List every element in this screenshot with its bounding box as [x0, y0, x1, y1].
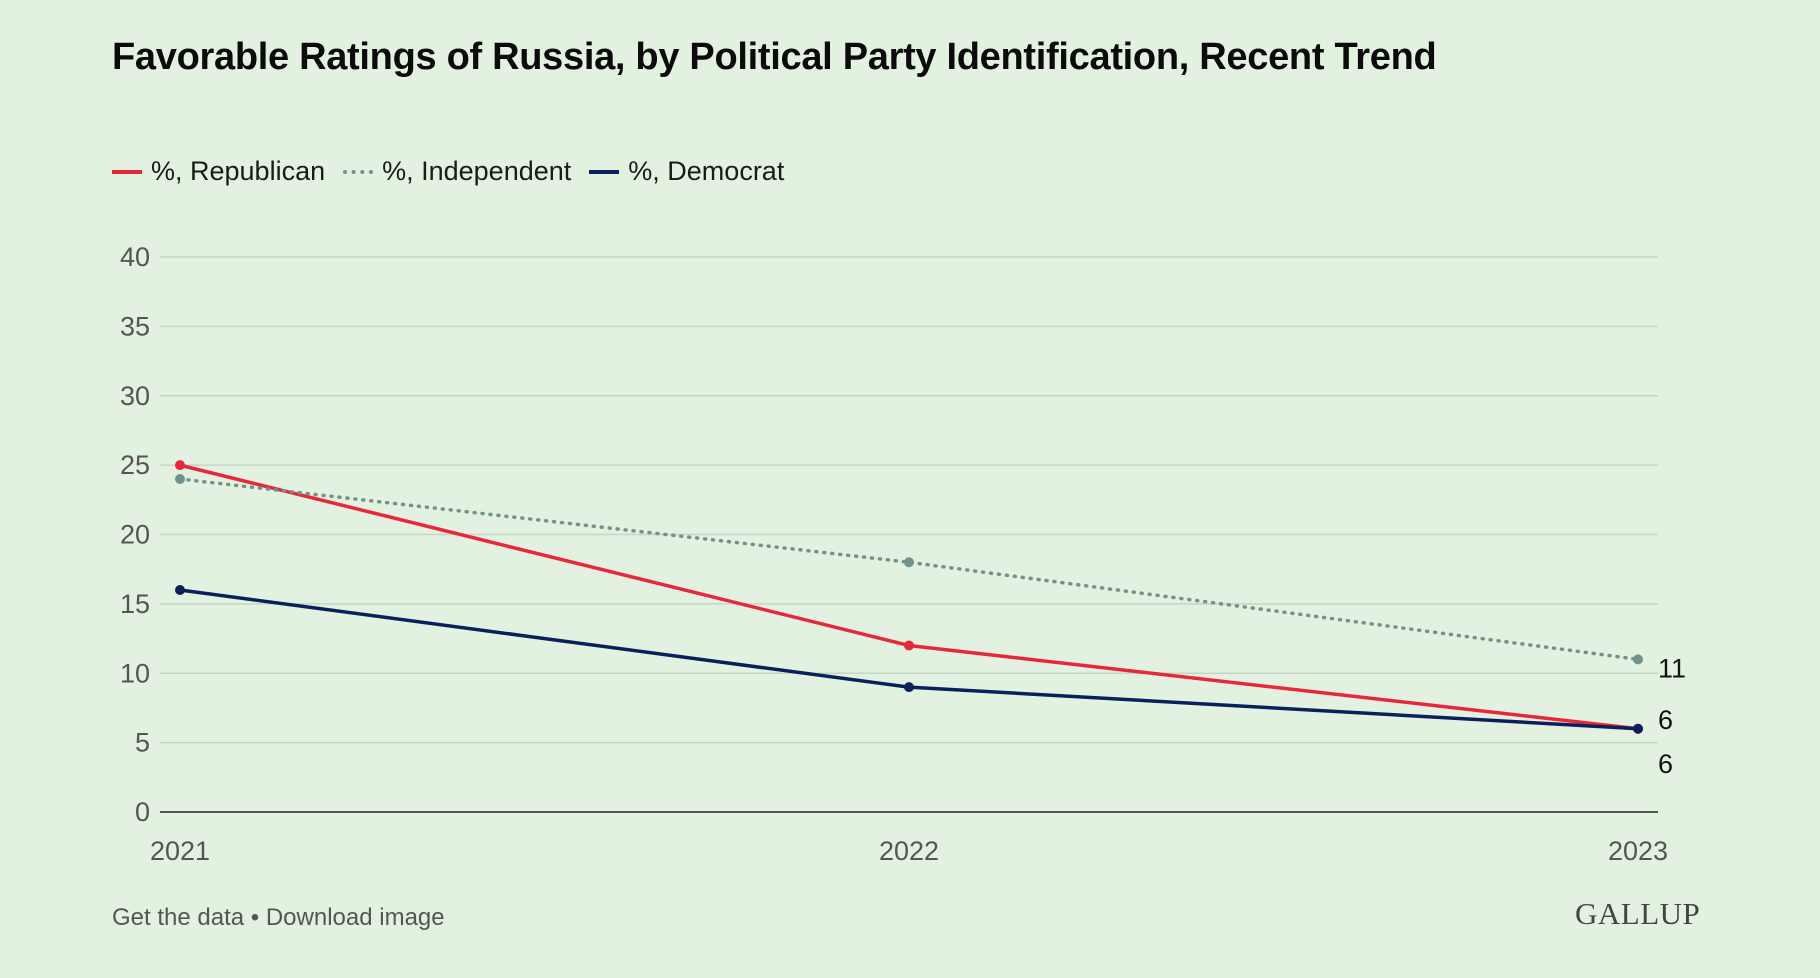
y-tick-label-10: 10: [120, 658, 150, 688]
chart-title: Favorable Ratings of Russia, by Politica…: [112, 36, 1437, 78]
series-line-independent: [178, 477, 1640, 662]
chart-legend: %, Republican %, Independent %, Democrat: [112, 156, 784, 187]
end-label-democrat: 6: [1658, 749, 1673, 779]
data-point-republican-2022: [904, 640, 914, 651]
y-tick-label-30: 30: [120, 381, 150, 411]
data-point-independent-2021: [175, 474, 185, 484]
footer-links: Get the data • Download image: [112, 904, 445, 932]
data-point-republican-2021: [175, 460, 185, 471]
legend-label-democrat: %, Democrat: [628, 156, 785, 186]
x-tick-label-2023: 2023: [1608, 836, 1668, 866]
download-image-link[interactable]: Download image: [265, 904, 445, 931]
x-tick-label-2022: 2022: [879, 836, 939, 866]
end-label-independent: 11: [1658, 653, 1686, 683]
legend-item-republican[interactable]: %, Republican: [112, 156, 325, 187]
legend-swatch-republican: [112, 169, 142, 174]
footer-separator: •: [250, 904, 260, 931]
legend-swatch-democrat: [589, 169, 620, 174]
x-tick-label-2021: 2021: [150, 836, 210, 866]
gallup-logo: GALLUP: [1575, 896, 1701, 931]
y-tick-label-5: 5: [135, 728, 150, 758]
legend-label-republican: %, Republican: [151, 156, 326, 186]
y-tick-label-40: 40: [120, 242, 150, 272]
legend-swatch-independent: [343, 169, 374, 174]
y-tick-label-0: 0: [135, 797, 150, 827]
get-data-link[interactable]: Get the data: [112, 904, 245, 931]
data-point-democrat-2023: [1633, 723, 1643, 734]
y-tick-label-35: 35: [120, 311, 150, 341]
series-line-democrat: [178, 588, 1640, 731]
end-label-republican: 6: [1658, 705, 1673, 735]
data-point-democrat-2021: [175, 585, 185, 595]
legend-item-democrat[interactable]: %, Democrat: [589, 156, 784, 187]
data-point-independent-2022: [904, 557, 914, 568]
legend-label-independent: %, Independent: [382, 156, 572, 186]
y-tick-label-15: 15: [120, 589, 150, 619]
legend-item-independent[interactable]: %, Independent: [343, 156, 571, 187]
y-tick-label-20: 20: [120, 520, 150, 550]
line-chart: 0 5 10 15 20 25 30 35 40 2021 2022 2023 11 6 6: [120, 242, 1686, 866]
data-point-democrat-2022: [904, 682, 914, 693]
y-tick-label-25: 25: [120, 450, 150, 480]
data-point-independent-2023: [1633, 654, 1643, 665]
